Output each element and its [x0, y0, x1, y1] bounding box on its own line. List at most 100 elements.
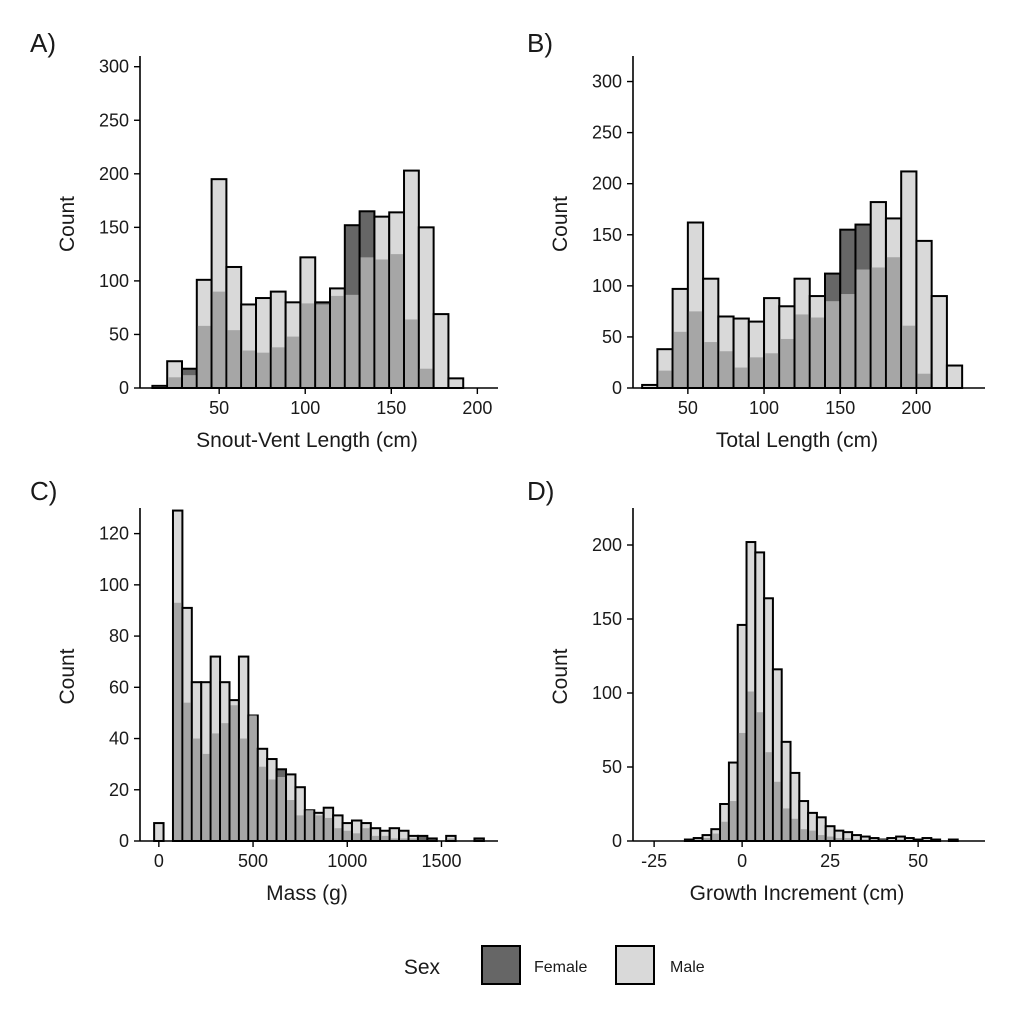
bar-overlap	[902, 325, 916, 387]
bar-overlap	[227, 330, 241, 387]
bar-overlap	[381, 835, 389, 840]
x-tick-label: 200	[462, 398, 492, 418]
y-tick-label: 0	[119, 831, 129, 851]
bar-overlap	[844, 838, 852, 840]
x-tick-label: 25	[820, 851, 840, 871]
x-axis-title: Growth Increment (cm)	[690, 882, 905, 905]
x-tick-label: 150	[825, 398, 855, 418]
x-tick-label: 0	[737, 851, 747, 871]
bar-male	[432, 313, 450, 390]
bar-overlap	[371, 835, 380, 840]
bar-overlap	[230, 705, 238, 840]
y-tick-label: 40	[109, 729, 129, 749]
bar-overlap	[809, 830, 816, 840]
bar-overlap	[835, 838, 843, 840]
y-tick-label: 50	[602, 757, 622, 777]
bar-overlap	[765, 752, 772, 840]
legend-label-male: Male	[670, 959, 705, 976]
bar-overlap	[749, 357, 764, 387]
y-tick-label: 0	[119, 378, 129, 398]
bar-overlap	[286, 336, 300, 387]
bar-overlap	[257, 352, 270, 387]
bar-overlap	[296, 815, 304, 840]
y-tick-label: 60	[109, 677, 129, 697]
bar-overlap	[841, 294, 855, 387]
x-axis-title: Mass (g)	[266, 882, 348, 905]
panel-4: D) -25 0 25 50 0 50 100 150 200 Growth Increment (…	[527, 476, 985, 905]
y-tick-label: 120	[99, 524, 129, 544]
bar-overlap	[447, 838, 455, 840]
bar-overlap	[375, 259, 389, 387]
bar-overlap	[258, 766, 267, 840]
x-axis-title: Total Length (cm)	[716, 429, 878, 452]
y-tick-label: 100	[99, 271, 129, 291]
bar-overlap	[756, 712, 764, 840]
bar-overlap	[826, 836, 834, 840]
y-tick-label: 50	[602, 327, 622, 347]
x-tick-label: 1500	[421, 851, 461, 871]
bar-overlap	[826, 301, 840, 387]
x-tick-label: -25	[641, 851, 667, 871]
bar-overlap	[271, 347, 285, 387]
bar-overlap	[343, 830, 351, 840]
bar-overlap	[249, 715, 257, 840]
y-tick-label: 20	[109, 780, 129, 800]
x-tick-label: 500	[238, 851, 268, 871]
x-tick-label: 150	[376, 398, 406, 418]
y-tick-label: 250	[592, 123, 622, 143]
bar-overlap	[301, 303, 315, 387]
y-tick-label: 80	[109, 626, 129, 646]
bar-overlap	[734, 367, 748, 387]
bar-overlap	[168, 377, 181, 387]
bar-male	[447, 377, 465, 390]
y-tick-label: 150	[592, 609, 622, 629]
panel-label: C)	[30, 476, 57, 506]
bar-overlap	[419, 368, 433, 387]
bar-overlap	[719, 351, 733, 387]
bar-overlap	[400, 838, 408, 840]
legend-swatch-female	[481, 945, 521, 985]
bar-overlap	[712, 833, 720, 840]
bar-overlap	[704, 342, 718, 387]
bar-overlap	[334, 828, 342, 840]
bar-overlap	[390, 838, 399, 840]
panel-label: D)	[527, 476, 554, 506]
bars	[151, 169, 465, 390]
y-tick-label: 0	[612, 378, 622, 398]
bar-overlap	[331, 295, 344, 387]
x-tick-label: 200	[901, 398, 931, 418]
bar-male	[417, 226, 435, 389]
bar-overlap	[729, 801, 737, 840]
bar-overlap	[316, 304, 330, 387]
bar-male	[915, 239, 933, 389]
y-tick-label: 100	[592, 683, 622, 703]
legend-title: Sex	[404, 956, 441, 979]
bar-overlap	[390, 254, 404, 387]
bar-male	[930, 295, 948, 389]
bar-overlap	[765, 353, 779, 387]
bar-overlap	[773, 781, 781, 840]
y-axis-title: Count	[56, 196, 79, 252]
bar-overlap	[173, 602, 182, 840]
y-tick-label: 300	[99, 57, 129, 77]
bar-overlap	[856, 269, 870, 387]
y-axis-title: Count	[549, 196, 572, 252]
panel-3: C) 0 500 1000 1500 0 20 40 60 80 100 120 Mass (g) Cou…	[30, 476, 498, 905]
bar-overlap	[287, 800, 295, 840]
bar-overlap	[917, 373, 931, 387]
x-tick-label: 1000	[327, 851, 367, 871]
bar-overlap	[277, 776, 286, 840]
bar-overlap	[221, 723, 229, 840]
legend: Sex Female Male	[404, 945, 705, 985]
bar-overlap	[747, 691, 755, 840]
bar-overlap	[182, 375, 196, 387]
y-tick-label: 250	[99, 110, 129, 130]
legend-swatch-male	[615, 945, 655, 985]
bar-overlap	[810, 317, 824, 387]
y-tick-label: 200	[99, 164, 129, 184]
bar-overlap	[721, 821, 728, 840]
bar-overlap	[345, 294, 359, 387]
x-tick-label: 0	[154, 851, 164, 871]
bar-overlap	[202, 753, 210, 840]
bar-overlap	[239, 738, 248, 840]
